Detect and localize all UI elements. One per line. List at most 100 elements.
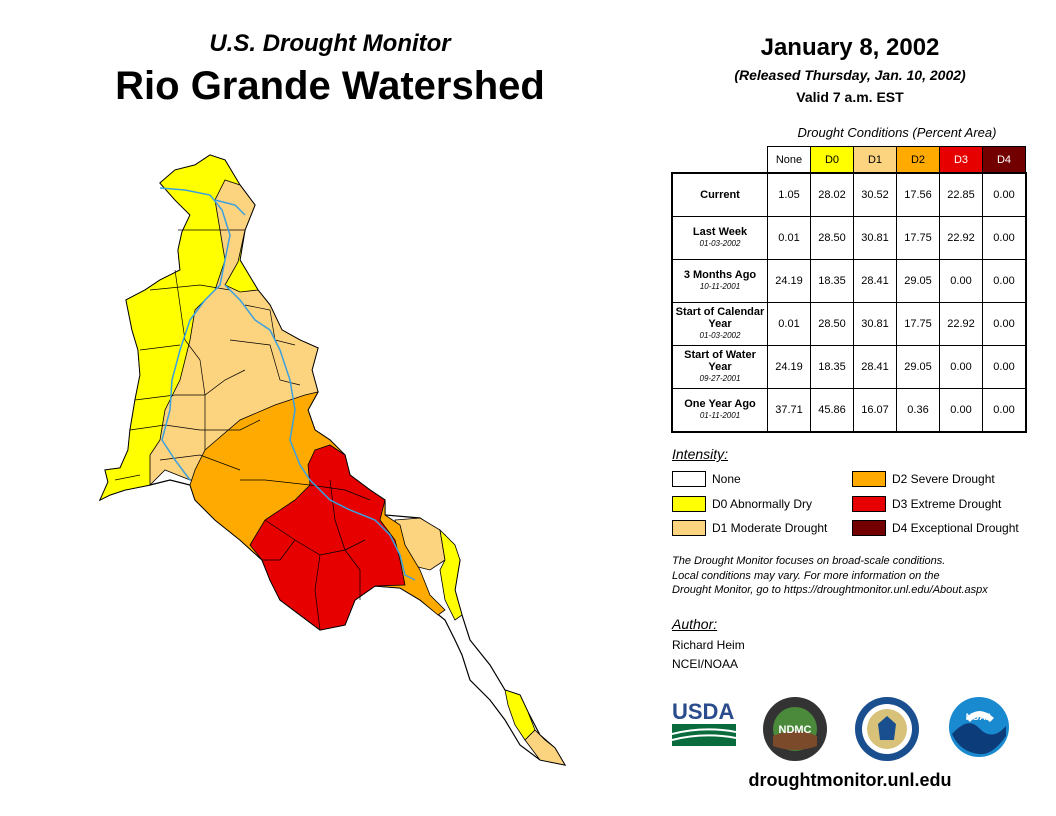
legend-swatch xyxy=(852,520,886,536)
table-cell: 0.00 xyxy=(939,388,983,433)
table-cell: 28.02 xyxy=(810,172,854,217)
table-cell: 22.92 xyxy=(939,216,983,260)
map-date: January 8, 2002 xyxy=(760,34,940,61)
col-d0: D0 xyxy=(810,146,854,173)
website-link[interactable]: droughtmonitor.unl.edu xyxy=(748,770,952,790)
table-cell: 29.05 xyxy=(896,259,940,303)
svg-text:NOAA: NOAA xyxy=(966,712,993,722)
table-cell: 45.86 xyxy=(810,388,854,433)
d3-area xyxy=(249,444,406,631)
table-cell: 30.52 xyxy=(853,172,897,217)
legend-swatch xyxy=(852,471,886,487)
row-label: One Year Ago 01-11-2001 xyxy=(671,388,768,433)
table-cell: 17.56 xyxy=(896,172,940,217)
legend-label: None xyxy=(712,472,741,486)
legend-item-d3: D3 Extreme Drought xyxy=(852,496,1001,512)
col-none: None xyxy=(767,146,811,173)
table-cell: 16.07 xyxy=(853,388,897,433)
table-cell: 0.01 xyxy=(767,302,811,346)
legend-label: D2 Severe Drought xyxy=(892,472,995,486)
note-line: Local conditions may vary. For more info… xyxy=(672,569,940,582)
col-d2: D2 xyxy=(896,146,940,173)
table-cell: 17.75 xyxy=(896,216,940,260)
legend-item-d2: D2 Severe Drought xyxy=(852,471,995,487)
d1-tail-area xyxy=(524,729,566,766)
legend-label: D0 Abnormally Dry xyxy=(712,497,813,511)
valid-time: Valid 7 a.m. EST xyxy=(796,89,904,105)
table-cell: 0.00 xyxy=(939,259,983,303)
row-label: Start of Calendar Year 01-03-2002 xyxy=(671,302,768,346)
commerce-seal-logo xyxy=(855,697,919,761)
svg-text:NDMC: NDMC xyxy=(779,724,812,736)
col-d1: D1 xyxy=(853,146,897,173)
legend-swatch xyxy=(852,496,886,512)
rivers xyxy=(159,187,416,581)
conditions-table: Current 1.05 28.02 30.52 17.56 22.85 0.0… xyxy=(671,172,1027,433)
table-cell: 22.85 xyxy=(939,172,983,217)
release-date: (Released Thursday, Jan. 10, 2002) xyxy=(734,67,966,83)
table-cell: 22.92 xyxy=(939,302,983,346)
table-cell: 37.71 xyxy=(767,388,811,433)
author-name: Richard Heim xyxy=(672,638,745,652)
table-cell: 28.41 xyxy=(853,345,897,389)
table-row: Start of Calendar Year 01-03-2002 0.01 28… xyxy=(671,302,1027,346)
row-label: Start of Water Year 09-27-2001 xyxy=(671,345,768,389)
map-title: Rio Grande Watershed xyxy=(115,64,545,108)
table-cell: 18.35 xyxy=(810,259,854,303)
legend-swatch xyxy=(672,520,706,536)
table-cell: 24.19 xyxy=(767,259,811,303)
table-row: Current 1.05 28.02 30.52 17.56 22.85 0.0… xyxy=(671,172,1027,217)
watershed-map xyxy=(98,154,567,766)
table-cell: 0.00 xyxy=(939,345,983,389)
note-line: The Drought Monitor focuses on broad-sca… xyxy=(672,555,946,567)
legend-label: D3 Extreme Drought xyxy=(892,497,1002,511)
table-cell: 0.01 xyxy=(767,216,811,260)
author-org: NCEI/NOAA xyxy=(672,657,739,671)
legend-label: D4 Exceptional Drought xyxy=(892,521,1019,535)
col-d4: D4 xyxy=(982,146,1026,173)
legend-swatch xyxy=(672,471,706,487)
table-row: Start of Water Year 09-27-2001 24.19 18.3… xyxy=(671,345,1027,389)
table-header: None D0 D1 D2 D3 D4 xyxy=(767,146,1026,173)
table-row: Last Week 01-03-2002 0.01 28.50 30.81 17.… xyxy=(671,216,1027,260)
ndmc-logo: NDMC xyxy=(763,697,827,761)
county-lines xyxy=(114,229,371,631)
row-label: Last Week 01-03-2002 xyxy=(671,216,768,260)
legend-title: Intensity: xyxy=(672,446,729,462)
table-cell: 28.41 xyxy=(853,259,897,303)
table-cell: 0.00 xyxy=(982,302,1027,346)
table-cell: 1.05 xyxy=(767,172,811,217)
row-label: 3 Months Ago 10-11-2001 xyxy=(671,259,768,303)
table-title: Drought Conditions (Percent Area) xyxy=(797,125,997,140)
table-cell: 0.00 xyxy=(982,259,1027,303)
disclaimer-note: The Drought Monitor focuses on broad-sca… xyxy=(672,554,1042,598)
table-cell: 0.00 xyxy=(982,172,1027,217)
d0-south-area xyxy=(439,528,463,621)
table-cell: 0.00 xyxy=(982,388,1027,433)
note-line: Drought Monitor, go to https://droughtmo… xyxy=(672,584,988,596)
legend-item-none: None xyxy=(672,471,741,487)
legend-item-d4: D4 Exceptional Drought xyxy=(852,520,1019,536)
author-label: Author: xyxy=(672,616,718,632)
legend-item-d0: D0 Abnormally Dry xyxy=(672,496,812,512)
legend-item-d1: D1 Moderate Drought xyxy=(672,520,827,536)
table-cell: 17.75 xyxy=(896,302,940,346)
table-cell: 0.36 xyxy=(896,388,940,433)
table-cell: 30.81 xyxy=(853,302,897,346)
table-row: 3 Months Ago 10-11-2001 24.19 18.35 28.41… xyxy=(671,259,1027,303)
col-d3: D3 xyxy=(939,146,983,173)
usda-logo: USDA xyxy=(672,700,736,750)
legend-swatch xyxy=(672,496,706,512)
table-cell: 28.50 xyxy=(810,302,854,346)
table-cell: 24.19 xyxy=(767,345,811,389)
table-row: One Year Ago 01-11-2001 37.71 45.86 16.07… xyxy=(671,388,1027,433)
table-cell: 0.00 xyxy=(982,216,1027,260)
table-cell: 18.35 xyxy=(810,345,854,389)
table-cell: 29.05 xyxy=(896,345,940,389)
table-cell: 28.50 xyxy=(810,216,854,260)
legend-label: D1 Moderate Drought xyxy=(712,521,828,535)
map-subtitle: U.S. Drought Monitor xyxy=(209,30,451,57)
row-label: Current xyxy=(671,172,768,217)
table-cell: 0.00 xyxy=(982,345,1027,389)
table-cell: 30.81 xyxy=(853,216,897,260)
